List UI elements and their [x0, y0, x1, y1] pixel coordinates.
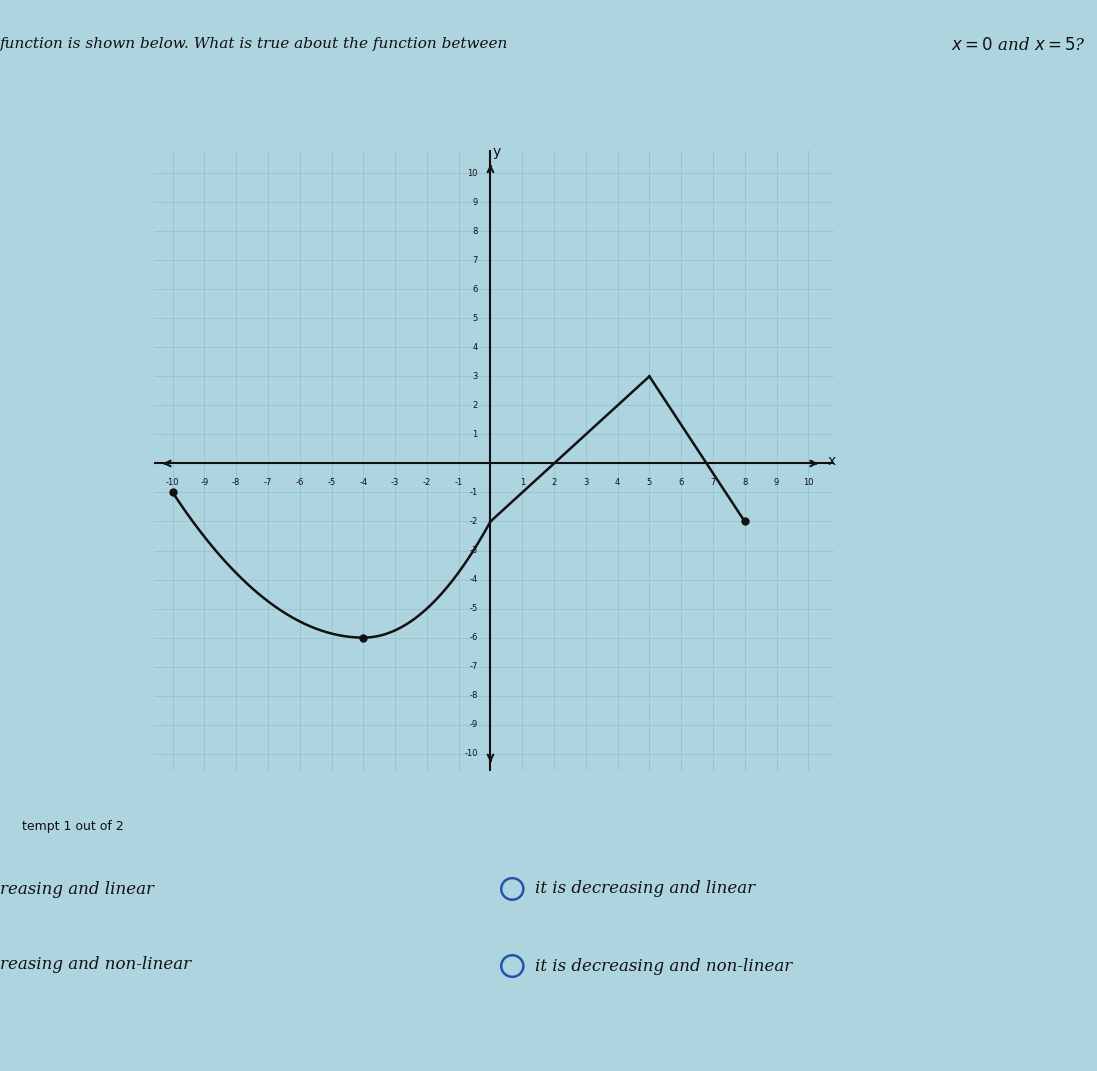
Text: -10: -10 [166, 478, 180, 487]
Text: 9: 9 [473, 198, 478, 207]
Text: 2: 2 [473, 401, 478, 410]
Text: -1: -1 [454, 478, 463, 487]
Text: 5: 5 [473, 314, 478, 322]
Text: -10: -10 [464, 750, 478, 758]
Text: -9: -9 [470, 720, 478, 729]
Text: -7: -7 [263, 478, 272, 487]
Text: -7: -7 [470, 662, 478, 672]
Text: tempt 1 out of 2: tempt 1 out of 2 [22, 820, 124, 833]
Text: 6: 6 [473, 285, 478, 293]
Text: reasing and linear: reasing and linear [0, 881, 154, 899]
Text: -2: -2 [470, 517, 478, 526]
Text: -5: -5 [470, 604, 478, 613]
Text: -5: -5 [327, 478, 336, 487]
Text: 10: 10 [803, 478, 814, 487]
Text: -8: -8 [233, 478, 240, 487]
Text: -4: -4 [359, 478, 367, 487]
Text: -8: -8 [470, 691, 478, 700]
Text: $x = 0$ and $x = 5$?: $x = 0$ and $x = 5$? [951, 37, 1086, 55]
Text: 8: 8 [742, 478, 747, 487]
Text: 3: 3 [473, 372, 478, 381]
Text: -3: -3 [470, 546, 478, 555]
Text: 5: 5 [647, 478, 652, 487]
Text: 1: 1 [520, 478, 524, 487]
Text: it is decreasing and linear: it is decreasing and linear [535, 880, 756, 897]
Text: -2: -2 [422, 478, 431, 487]
Text: -3: -3 [391, 478, 399, 487]
Text: function is shown below. What is true about the function between: function is shown below. What is true ab… [0, 37, 508, 51]
Text: 9: 9 [773, 478, 779, 487]
Text: 4: 4 [615, 478, 620, 487]
Text: 7: 7 [473, 256, 478, 265]
Text: 1: 1 [473, 429, 478, 439]
Text: 3: 3 [584, 478, 588, 487]
Text: 10: 10 [467, 168, 478, 178]
Text: -6: -6 [470, 633, 478, 643]
Text: x: x [827, 453, 836, 468]
Text: -4: -4 [470, 575, 478, 584]
Text: it is decreasing and non-linear: it is decreasing and non-linear [535, 957, 793, 975]
Text: 8: 8 [473, 227, 478, 236]
Text: -9: -9 [201, 478, 208, 487]
Text: 2: 2 [552, 478, 556, 487]
Text: 6: 6 [678, 478, 683, 487]
Text: y: y [493, 145, 501, 159]
Text: 7: 7 [710, 478, 715, 487]
Text: 4: 4 [473, 343, 478, 352]
Text: -6: -6 [295, 478, 304, 487]
Text: -1: -1 [470, 488, 478, 497]
Text: reasing and non-linear: reasing and non-linear [0, 956, 191, 974]
